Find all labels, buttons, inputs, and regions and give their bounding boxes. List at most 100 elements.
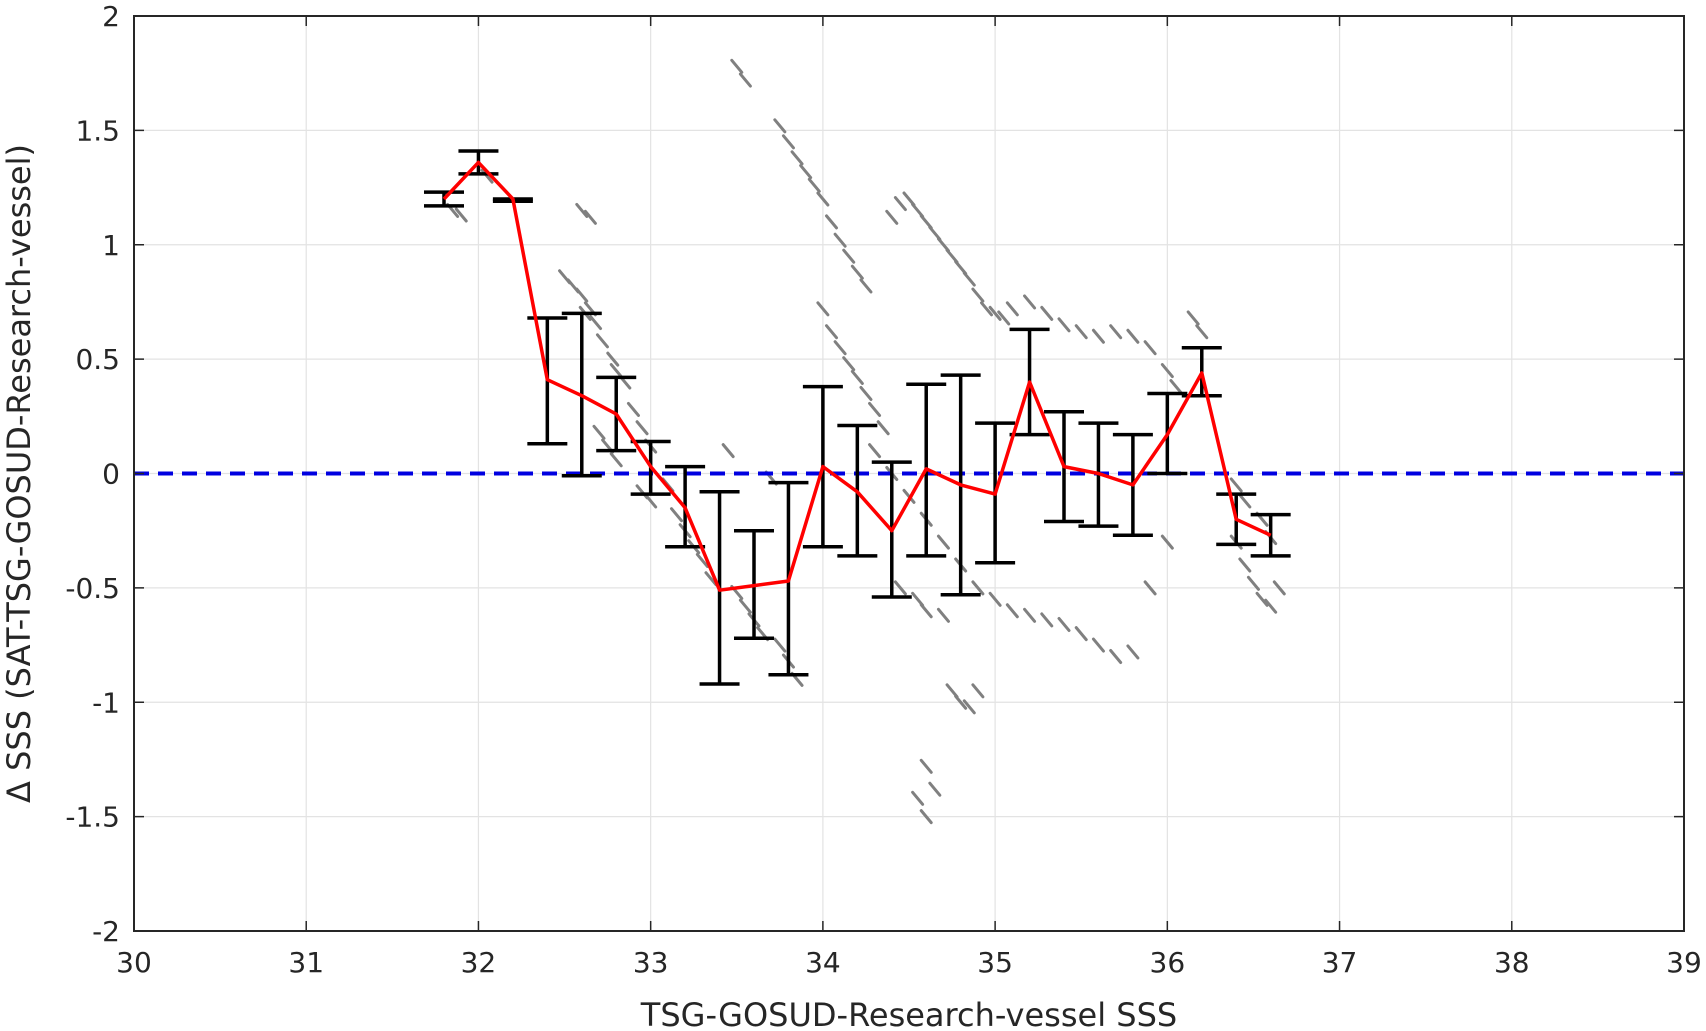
- sample-point: [790, 150, 804, 166]
- sample-point: [704, 571, 718, 587]
- x-tick-label: 31: [288, 946, 324, 979]
- sample-point: [626, 401, 640, 417]
- sample-point: [575, 202, 589, 218]
- sample-point: [868, 401, 882, 417]
- x-tick-label: 36: [1150, 946, 1186, 979]
- sample-point: [919, 809, 933, 825]
- y-tick-label: 1: [102, 229, 120, 262]
- sample-point: [893, 196, 907, 212]
- sample-point: [868, 443, 882, 459]
- y-tick-label: 0.5: [75, 343, 120, 376]
- sample-point: [997, 310, 1011, 326]
- sample-point: [842, 356, 856, 372]
- sample-point: [1109, 649, 1123, 664]
- sample-point: [1143, 340, 1157, 356]
- sample-point: [1005, 603, 1019, 619]
- sample-point: [850, 264, 864, 280]
- sample-point: [1195, 324, 1209, 340]
- sample-point: [936, 534, 950, 550]
- sample-point: [825, 214, 838, 230]
- sample-point: [606, 351, 620, 367]
- sample-point: [1186, 310, 1200, 326]
- sample-point: [1074, 626, 1088, 642]
- x-tick-label: 34: [805, 946, 841, 979]
- y-tick-label: -0.5: [65, 572, 120, 605]
- x-tick-label: 33: [633, 946, 669, 979]
- sample-point: [842, 248, 856, 264]
- sample-point: [1074, 324, 1088, 340]
- sample-point: [980, 301, 993, 317]
- sample-point: [833, 340, 847, 356]
- sample-point: [936, 607, 950, 623]
- sample-point: [781, 134, 795, 150]
- sample-point: [609, 452, 623, 468]
- sample-point: [773, 118, 787, 134]
- x-tick-label: 38: [1494, 946, 1530, 979]
- y-axis-label: Δ SSS (SAT-TSG-GOSUD-Research-vessel): [0, 144, 38, 803]
- x-tick-label: 37: [1322, 946, 1358, 979]
- sample-point: [893, 580, 907, 596]
- sample-point: [738, 598, 752, 614]
- sample-point: [971, 580, 985, 596]
- sample-point: [1091, 637, 1105, 653]
- sample-point: [1238, 557, 1252, 573]
- x-tick-label: 35: [977, 946, 1013, 979]
- sample-point: [644, 493, 658, 509]
- sample-point: [911, 790, 925, 806]
- sample-point: [1272, 580, 1286, 596]
- sample-point: [1040, 612, 1054, 628]
- sample-point: [1005, 301, 1019, 317]
- sample-point: [1255, 591, 1269, 607]
- y-tick-label: 1.5: [75, 114, 120, 147]
- sample-point: [575, 287, 589, 303]
- sample-point: [1126, 328, 1140, 344]
- sample-point: [1023, 294, 1037, 310]
- sample-point: [1238, 493, 1252, 509]
- sample-point: [635, 420, 649, 436]
- sample-point: [859, 278, 873, 294]
- sample-point: [988, 305, 1002, 321]
- x-tick-label: 30: [116, 946, 152, 979]
- sample-point: [962, 271, 976, 287]
- y-tick-label: 0: [102, 458, 120, 491]
- sample-point: [1091, 328, 1105, 344]
- x-tick-label: 32: [461, 946, 497, 979]
- sample-point: [799, 164, 813, 180]
- y-tick-label: 2: [102, 0, 120, 33]
- y-tick-label: -1: [92, 686, 120, 719]
- y-axis-ticks: -2 -1.5 -1 -0.5 0 0.5 1 1.5 2: [65, 0, 1684, 948]
- sample-point: [954, 694, 968, 710]
- sample-point: [919, 603, 933, 619]
- sample-point: [825, 324, 838, 340]
- sample-point: [1057, 317, 1071, 333]
- sample-point: [592, 424, 606, 440]
- y-tick-label: -2: [92, 915, 120, 948]
- sample-point: [1023, 607, 1037, 623]
- sample-point: [971, 683, 985, 699]
- sample-point: [962, 699, 976, 715]
- sample-point: [773, 637, 787, 653]
- sample-point: [1143, 580, 1157, 596]
- sample-point: [730, 58, 744, 74]
- sample-point: [721, 443, 735, 459]
- sample-point: [1229, 477, 1243, 493]
- sample-point: [1169, 379, 1183, 395]
- sample-point: [583, 209, 597, 225]
- x-axis-ticks: 30 31 32 33 34 35 36 37 38 39: [116, 16, 1702, 979]
- sample-point: [695, 552, 709, 568]
- sample-point: [876, 420, 890, 436]
- sample-point: [1264, 598, 1278, 614]
- sample-point: [885, 209, 899, 225]
- sample-point: [1160, 363, 1174, 379]
- x-tick-label: 39: [1666, 946, 1702, 979]
- sample-point: [1109, 324, 1123, 340]
- sample-point: [850, 369, 864, 385]
- x-axis-label: TSG-GOSUD-Research-vessel SSS: [640, 996, 1177, 1031]
- sample-point: [1126, 644, 1140, 660]
- sample-point: [833, 232, 847, 248]
- sample-point: [1040, 305, 1054, 321]
- mean-line: [442, 160, 1272, 592]
- sample-point: [919, 758, 933, 774]
- y-tick-label: -1.5: [65, 801, 120, 834]
